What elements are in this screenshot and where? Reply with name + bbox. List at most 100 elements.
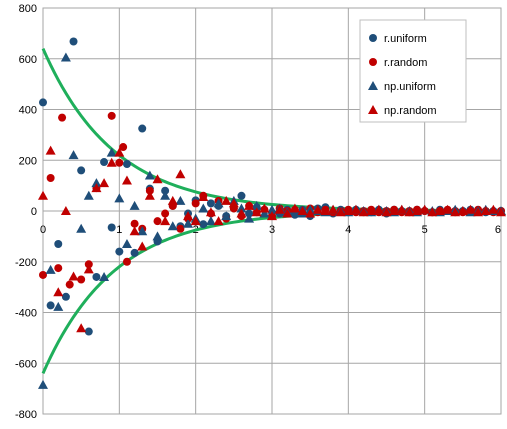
data-point [77, 275, 86, 284]
data-point [237, 191, 246, 200]
legend-label: r.random [384, 57, 427, 69]
data-point [205, 216, 216, 226]
data-point [320, 206, 331, 215]
x-tick-label: 5 [422, 224, 428, 236]
legend-label: np.random [384, 105, 437, 117]
legend-label: np.uniform [384, 81, 436, 93]
legend-marker [369, 34, 377, 42]
data-point [488, 204, 499, 214]
data-point [228, 198, 239, 208]
data-point [91, 178, 102, 188]
data-point [161, 186, 170, 195]
data-point [46, 174, 55, 183]
legend-box [359, 19, 467, 123]
data-point [114, 147, 125, 157]
x-tick-label: 3 [269, 224, 275, 236]
data-point [60, 52, 71, 62]
data-point [138, 124, 147, 133]
data-point [77, 166, 86, 175]
x-tick-label: 0 [40, 224, 46, 236]
data-point [350, 204, 361, 214]
data-point [129, 200, 140, 210]
data-point [343, 206, 354, 215]
x-tick-label: 1 [116, 224, 122, 236]
data-point [175, 169, 186, 179]
data-point [107, 111, 116, 120]
x-tick-label: 4 [345, 224, 351, 236]
y-tick-label: 600 [19, 54, 37, 66]
data-point [114, 193, 125, 203]
y-tick-label: 200 [19, 155, 37, 167]
data-point [312, 204, 323, 214]
data-point [366, 206, 377, 215]
data-point [100, 158, 109, 167]
data-point [221, 211, 232, 221]
data-point [121, 238, 132, 248]
data-point [199, 220, 208, 229]
data-point [83, 264, 94, 274]
data-point [46, 301, 55, 310]
data-point [335, 207, 346, 217]
data-point [121, 175, 132, 185]
data-point [107, 223, 116, 232]
data-point [251, 207, 262, 217]
data-point [221, 195, 232, 205]
data-point [358, 207, 369, 217]
data-point [473, 207, 484, 217]
legend-marker [369, 58, 377, 66]
data-point [389, 206, 400, 215]
data-point [236, 203, 247, 213]
data-point [69, 37, 78, 46]
data-point [99, 178, 110, 188]
data-point [206, 199, 215, 208]
data-point [236, 208, 247, 218]
data-point [39, 98, 47, 107]
data-point [115, 158, 124, 167]
y-tick-label: 0 [31, 206, 37, 218]
data-point [191, 199, 200, 208]
data-point [84, 260, 93, 269]
data-point [153, 217, 162, 226]
series-np-random [38, 145, 506, 333]
grid-lines [42, 7, 502, 415]
data-point [137, 241, 148, 251]
data-point [167, 221, 178, 231]
data-point [198, 192, 209, 202]
data-point [434, 206, 445, 215]
data-point [176, 224, 185, 233]
data-point [53, 301, 64, 311]
data-point [404, 207, 415, 217]
data-point [45, 264, 56, 274]
data-point [267, 211, 277, 221]
data-point [68, 150, 79, 160]
data-point [160, 190, 171, 200]
data-point [119, 143, 128, 152]
data-point [115, 247, 124, 256]
data-point [161, 209, 170, 218]
data-point [442, 204, 453, 214]
data-point [465, 204, 476, 214]
data-point [84, 327, 93, 336]
y-axis-tick-labels: 800 600 400 200 0 -200 -400 -600 -800 [15, 3, 37, 421]
data-point [137, 226, 148, 236]
data-point [152, 174, 163, 184]
data-point [328, 204, 339, 214]
data-point [198, 203, 209, 213]
data-point [91, 183, 102, 193]
y-tick-label: 800 [19, 3, 37, 15]
data-point [58, 113, 67, 122]
data-point [412, 206, 423, 215]
legend: r.uniform r.random np.uniform np.random [359, 19, 467, 123]
data-point [289, 203, 300, 213]
data-point [496, 207, 506, 217]
data-point [167, 195, 178, 205]
data-point [259, 208, 270, 218]
data-point [38, 190, 48, 200]
data-point [54, 264, 63, 273]
data-point [480, 206, 491, 215]
data-point [205, 207, 216, 217]
legend-marker [368, 105, 378, 114]
data-point [53, 287, 64, 297]
data-point [450, 207, 461, 217]
data-point [305, 208, 316, 218]
